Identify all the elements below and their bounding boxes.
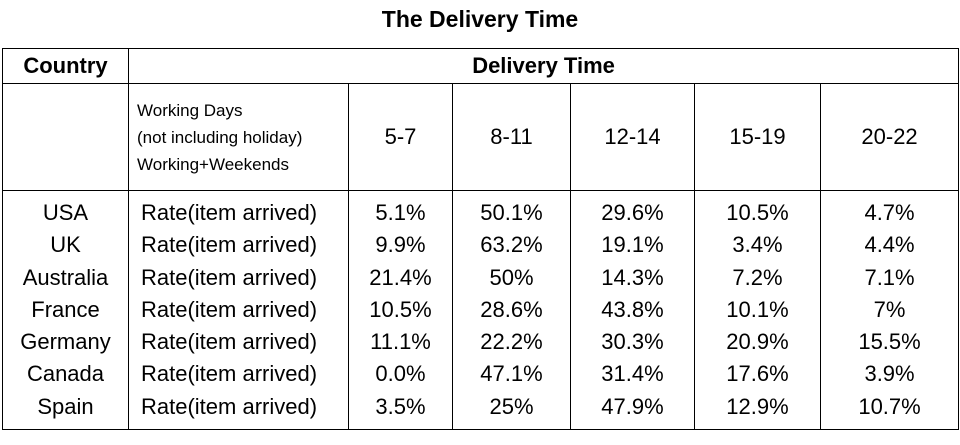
metric-label: Rate(item arrived)	[141, 232, 318, 258]
rate-value: 10.1%	[726, 296, 789, 322]
rate-value: 43.8%	[601, 296, 664, 322]
rate-value: 10.7%	[858, 393, 921, 419]
working-days-line: Working Days	[137, 100, 243, 120]
value-column-cell: 10.5% 3.4% 7.2% 10.1% 20.9% 17.6% 12.9%	[694, 189, 821, 431]
rate-value: 47.1%	[480, 361, 543, 387]
value-column-cell: 50.1% 63.2% 50% 28.6% 22.2% 47.1% 25%	[452, 189, 571, 431]
range-header: 20-22	[819, 83, 960, 191]
metric-label: Rate(item arrived)	[141, 200, 318, 225]
country-name: Canada	[26, 361, 105, 387]
table-body-row: USA UK Australia France Germany Canada Spain R…	[2, 189, 960, 431]
rate-value: 9.9%	[375, 232, 426, 258]
range-header: 8-11	[452, 83, 571, 191]
rate-value: 63.2%	[480, 232, 543, 258]
working-days-line: Working+Weekends	[137, 154, 289, 174]
country-name: Spain	[37, 393, 94, 419]
rate-value: 47.9%	[601, 393, 664, 419]
country-header: Country	[2, 48, 129, 84]
rate-value: 7.2%	[732, 264, 783, 290]
rate-value: 10.5%	[726, 200, 789, 225]
rate-value: 19.1%	[601, 232, 664, 258]
rate-value: 17.6%	[726, 361, 789, 387]
metric-label: Rate(item arrived)	[141, 264, 318, 290]
rate-value: 4.7%	[864, 200, 915, 225]
rate-value: 12.9%	[726, 393, 789, 419]
range-header: 15-19	[694, 83, 821, 191]
country-name: Germany	[20, 329, 111, 355]
value-column-cell: 29.6% 19.1% 14.3% 43.8% 30.3% 31.4% 47.9%	[570, 189, 695, 431]
country-name: USA	[42, 200, 89, 225]
rate-value: 22.2%	[480, 329, 543, 355]
working-days-cell: Working Days (not including holiday) Wor…	[128, 83, 349, 191]
delivery-time-table: Country Delivery Time Working Days (not …	[2, 48, 960, 431]
rate-value: 30.3%	[601, 329, 664, 355]
range-header: 12-14	[570, 83, 695, 191]
country-name: UK	[50, 232, 81, 258]
delivery-time-header: Delivery Time	[127, 48, 960, 84]
value-column-cell: 5.1% 9.9% 21.4% 10.5% 11.1% 0.0% 3.5%	[348, 189, 453, 431]
subheader-empty-cell	[2, 83, 129, 191]
rate-value: 10.5%	[369, 296, 432, 322]
country-name: France	[31, 296, 100, 322]
metric-label: Rate(item arrived)	[141, 393, 318, 419]
rate-value: 0.0%	[375, 361, 426, 387]
rate-value: 50.1%	[480, 200, 543, 225]
metric-label: Rate(item arrived)	[141, 296, 318, 322]
rate-value: 7%	[873, 296, 906, 322]
rate-value: 15.5%	[858, 329, 921, 355]
page-title: The Delivery Time	[381, 6, 579, 32]
rate-value: 11.1%	[370, 329, 431, 355]
rate-value: 14.3%	[601, 264, 664, 290]
rate-value: 25%	[489, 393, 534, 419]
table-header-row: Country Delivery Time	[2, 48, 960, 84]
metric-column-cell: Rate(item arrived) Rate(item arrived) Rate…	[128, 189, 349, 431]
rate-value: 21.4%	[369, 264, 432, 290]
rate-value: 3.4%	[732, 232, 783, 258]
rate-value: 28.6%	[480, 296, 543, 322]
rate-value: 29.6%	[601, 200, 664, 225]
range-header: 5-7	[348, 83, 453, 191]
country-name: Australia	[22, 264, 109, 290]
rate-value: 31.4%	[601, 361, 664, 387]
table-subheader-row: Working Days (not including holiday) Wor…	[2, 83, 960, 191]
rate-value: 3.9%	[864, 361, 915, 387]
country-column-cell: USA UK Australia France Germany Canada Spain	[2, 189, 129, 431]
metric-label: Rate(item arrived)	[141, 329, 318, 355]
rate-value: 7.1%	[864, 264, 915, 290]
metric-label: Rate(item arrived)	[141, 361, 318, 387]
value-column-cell: 4.7% 4.4% 7.1% 7% 15.5% 3.9% 10.7%	[819, 189, 960, 431]
rate-value: 50%	[489, 264, 534, 290]
rate-value: 3.5%	[375, 393, 426, 419]
rate-value: 4.4%	[864, 232, 915, 258]
rate-value: 5.1%	[375, 200, 426, 225]
rate-value: 20.9%	[726, 329, 789, 355]
working-days-line: (not including holiday)	[137, 127, 303, 147]
